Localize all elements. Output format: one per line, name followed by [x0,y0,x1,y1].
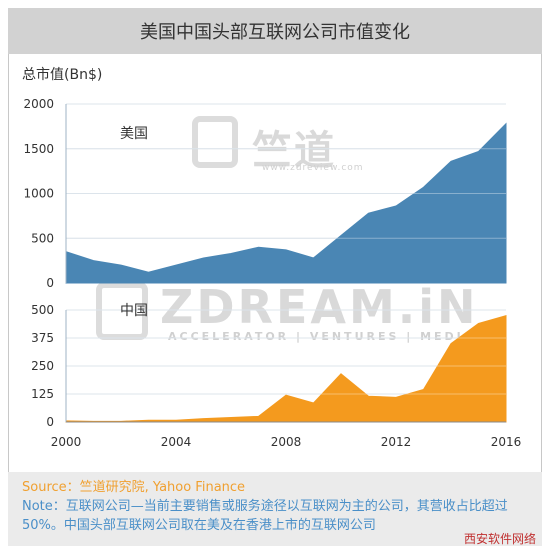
y-tick-label: 125 [31,387,54,401]
chart-title-text: 美国中国头部互联网公司市值变化 [140,22,410,43]
series-area-us [65,122,507,284]
footer-box: Source：竺道研究院, Yahoo Finance Note：互联网公司—当… [8,472,542,546]
watermark-brand-url: www.zdreview.com [262,163,364,173]
watermark-logo-bottom [96,282,148,340]
x-tick-label: 2000 [51,435,82,449]
series-area-cn [65,314,507,423]
y-tick-label: 1500 [23,142,54,156]
corner-watermark: 西安软件网络 [463,532,536,546]
watermark-logo-top [192,116,238,168]
y-tick-label: 1000 [23,187,54,201]
y-tick-label: 2000 [23,97,54,111]
x-tick-label: 2004 [161,435,192,449]
series-label: 美国 [120,126,148,142]
watermark-brand-sub: ACCELERATOR | VENTURES | MEDIA [168,330,476,343]
watermark-brand-cn: 竺道 [252,128,336,174]
chart-title: 美国中国头部互联网公司市值变化 [8,8,542,54]
y-tick-label: 375 [31,331,54,345]
source-text: Source：竺道研究院, Yahoo Finance [22,480,246,495]
y-tick-label: 0 [46,415,54,429]
y-tick-label: 0 [46,276,54,290]
y-tick-label: 500 [31,303,54,317]
y-axis-label: 总市值(Bn$) [22,67,103,83]
x-tick-label: 2016 [491,435,522,449]
watermark-brand-en: ZDREAM.iN [160,280,479,334]
x-tick-label: 2012 [381,435,412,449]
series-label: 中国 [120,303,148,319]
note-text: Note：互联网公司—当前主要销售或服务途径以互联网为主的公司，其营收占比超过5… [22,499,508,533]
x-tick-label: 2008 [271,435,302,449]
y-tick-label: 500 [31,231,54,245]
y-tick-label: 250 [31,359,54,373]
